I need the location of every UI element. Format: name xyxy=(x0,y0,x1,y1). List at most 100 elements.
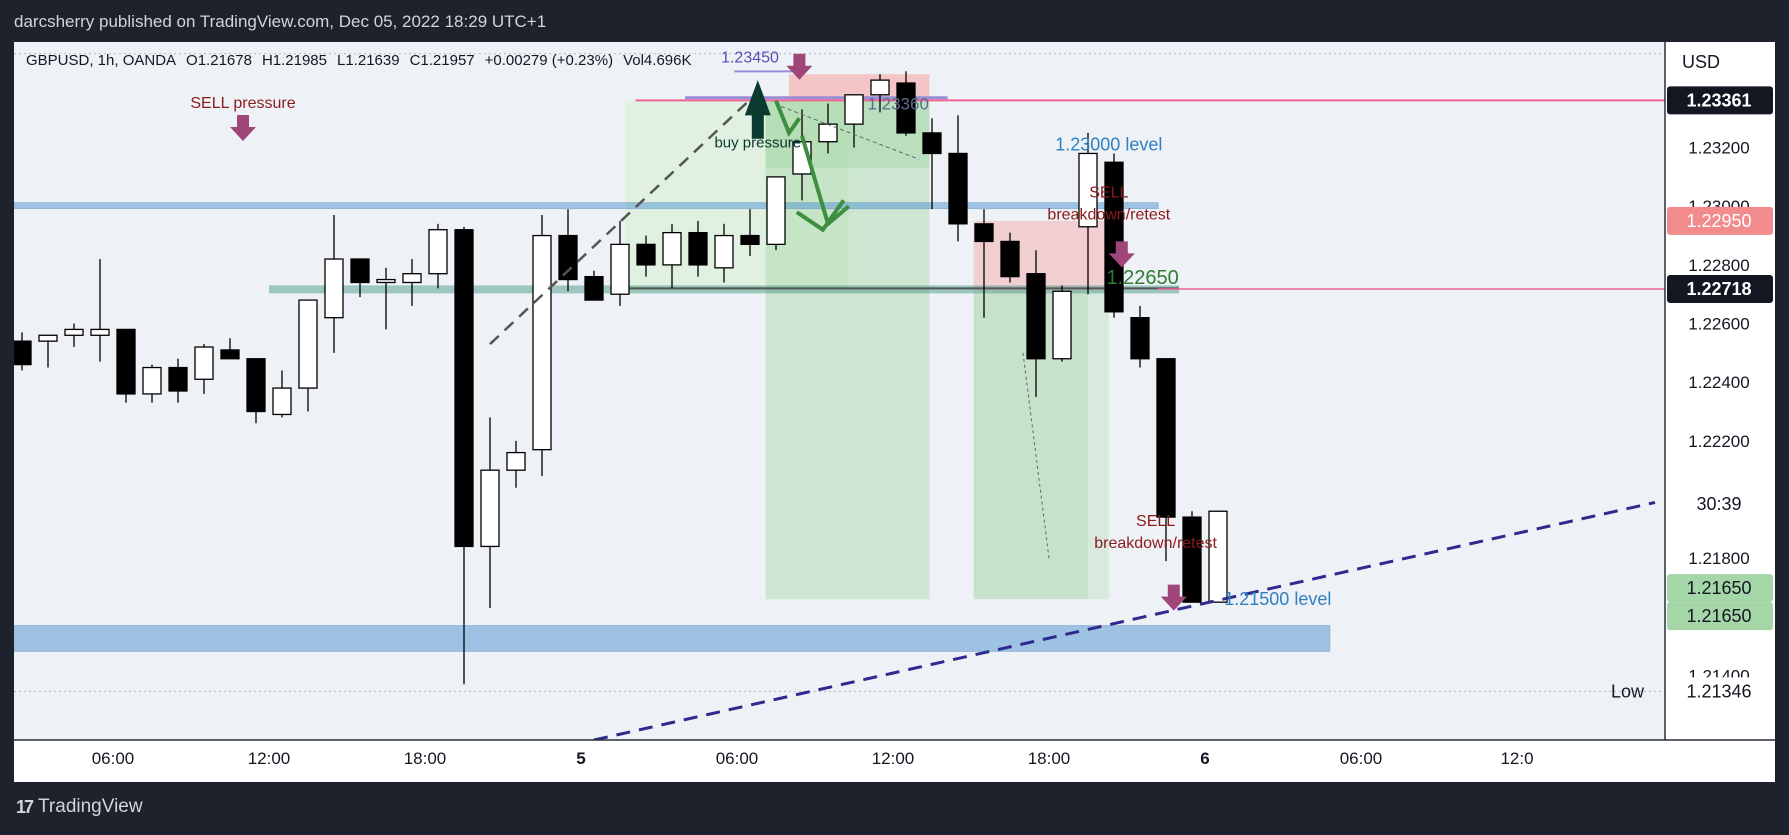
candle xyxy=(922,118,942,210)
time-tick-label: 06:00 xyxy=(1340,749,1383,768)
candle-body xyxy=(142,366,162,395)
sell-pressure-label: SELL pressure xyxy=(190,95,295,112)
candle-body xyxy=(1052,290,1072,360)
candle-body xyxy=(350,258,370,284)
price-tick-label: 1.22200 xyxy=(1688,432,1749,451)
time-tick-label: 12:00 xyxy=(248,749,291,768)
legend-high: H1.21985 xyxy=(262,52,327,69)
candle-body xyxy=(1000,240,1020,278)
candle xyxy=(610,220,630,306)
candle-body xyxy=(12,340,32,366)
legend-symbol: GBPUSD, 1h, OANDA xyxy=(26,52,176,69)
candle xyxy=(12,332,32,371)
candle xyxy=(272,370,292,418)
top-price-label: 1.23450 xyxy=(721,50,779,67)
sell-retest-arrow-icon-1 xyxy=(1108,241,1135,268)
level-label-1.23000: 1.23000 level xyxy=(1055,135,1162,155)
candle-body xyxy=(766,176,786,246)
annotations-layer: SELL pressure buy pressure 1.23450 1.23360 1… xyxy=(190,50,1645,702)
candle-body xyxy=(1182,516,1202,603)
candle-body xyxy=(480,469,500,548)
candle-body xyxy=(714,234,734,269)
candles-layer xyxy=(12,71,1228,685)
chart-svg[interactable]: SELL pressure buy pressure 1.23450 1.23360 1… xyxy=(12,42,1775,782)
candle xyxy=(532,215,552,477)
candle xyxy=(1078,132,1098,295)
candle xyxy=(64,323,84,348)
candle-body xyxy=(532,234,552,451)
tradingview-mark-icon: 17 xyxy=(16,796,34,817)
buy-pressure-label: buy pressure xyxy=(714,135,801,152)
candle xyxy=(584,270,604,301)
sell-label-1: SELL xyxy=(1089,184,1128,201)
price-axis[interactable]: 1.214001.216001.218001.220001.222001.224… xyxy=(1667,86,1773,706)
candle-body xyxy=(1078,152,1098,228)
candle-body xyxy=(376,278,396,284)
dashed-line-up xyxy=(489,93,757,345)
candle xyxy=(1000,232,1020,283)
candle xyxy=(194,344,214,394)
legend-open: O1.21678 xyxy=(186,52,252,69)
tradingview-logo[interactable]: 17 TradingView xyxy=(16,796,143,818)
candle xyxy=(454,226,474,685)
legend-change: +0.00279 (+0.23%) xyxy=(485,52,613,69)
sell-sublabel-2: breakdown/retest xyxy=(1094,535,1217,552)
time-tick-label: 12:00 xyxy=(872,749,915,768)
candle xyxy=(142,364,162,403)
price-tag-label: 1.22718 xyxy=(1686,279,1751,299)
candle-body xyxy=(194,346,214,380)
candle xyxy=(1208,510,1228,603)
time-tick-label: 6 xyxy=(1200,749,1209,768)
candle-body xyxy=(298,299,318,389)
time-axis[interactable]: 06:00 12:00 18:00 5 06:00 12:00 18:00 6 06:00 12:… xyxy=(92,749,1534,768)
candle xyxy=(1156,358,1176,562)
candle-body xyxy=(948,152,968,225)
drawings-layer xyxy=(230,53,1656,742)
price-chart[interactable]: SELL pressure buy pressure 1.23450 1.23360 1… xyxy=(12,42,1775,782)
candle xyxy=(844,94,864,148)
candle xyxy=(168,358,188,403)
candle-body xyxy=(740,234,760,246)
level-band-1.23000 xyxy=(13,202,1159,210)
candle xyxy=(662,223,682,289)
price-tag-label: 30:39 xyxy=(1696,494,1741,514)
candle xyxy=(116,328,136,403)
price-tick-label: 1.21800 xyxy=(1688,549,1749,568)
price-tag-bg xyxy=(1667,677,1773,706)
candle-body xyxy=(870,79,890,96)
symbol-legend: GBPUSD, 1h, OANDA O1.21678 H1.21985 L1.2163… xyxy=(26,52,691,69)
legend-low: L1.21639 xyxy=(337,52,400,69)
candle xyxy=(38,334,58,368)
time-tick-label: 06:00 xyxy=(92,749,135,768)
candle-body xyxy=(662,231,682,266)
candle-body xyxy=(246,358,266,413)
candle xyxy=(506,440,526,488)
candle xyxy=(350,258,370,298)
candle xyxy=(974,209,994,318)
legend-close: C1.21957 xyxy=(410,52,475,69)
candle-body xyxy=(974,223,994,243)
candle-body xyxy=(38,334,58,342)
profit-zone-2-ext xyxy=(1088,291,1109,600)
candle xyxy=(558,209,578,292)
footer-bar xyxy=(0,784,1789,835)
candle-body xyxy=(454,229,474,548)
price-tag-bg xyxy=(1667,574,1773,603)
candle xyxy=(480,417,500,609)
level-label-1.21500: 1.21500 level xyxy=(1224,589,1331,609)
publisher-header: darcsherry published on TradingView.com,… xyxy=(0,0,1789,44)
sell-retest-arrow-icon-2 xyxy=(1160,584,1187,611)
price-tag-bg xyxy=(1667,274,1773,303)
candle-body xyxy=(116,328,136,395)
candle-body xyxy=(636,243,656,266)
candle xyxy=(428,223,448,289)
candle xyxy=(688,220,708,277)
candle-body xyxy=(428,229,448,275)
time-tick-label: 18:00 xyxy=(404,749,447,768)
candle xyxy=(402,259,422,306)
candle-body xyxy=(844,94,864,125)
price-tick-label: 1.23200 xyxy=(1688,139,1749,158)
thin-dashed-line-2 xyxy=(1022,352,1050,559)
candle xyxy=(376,267,396,330)
target-price-label: 1.22650 xyxy=(1106,267,1178,289)
